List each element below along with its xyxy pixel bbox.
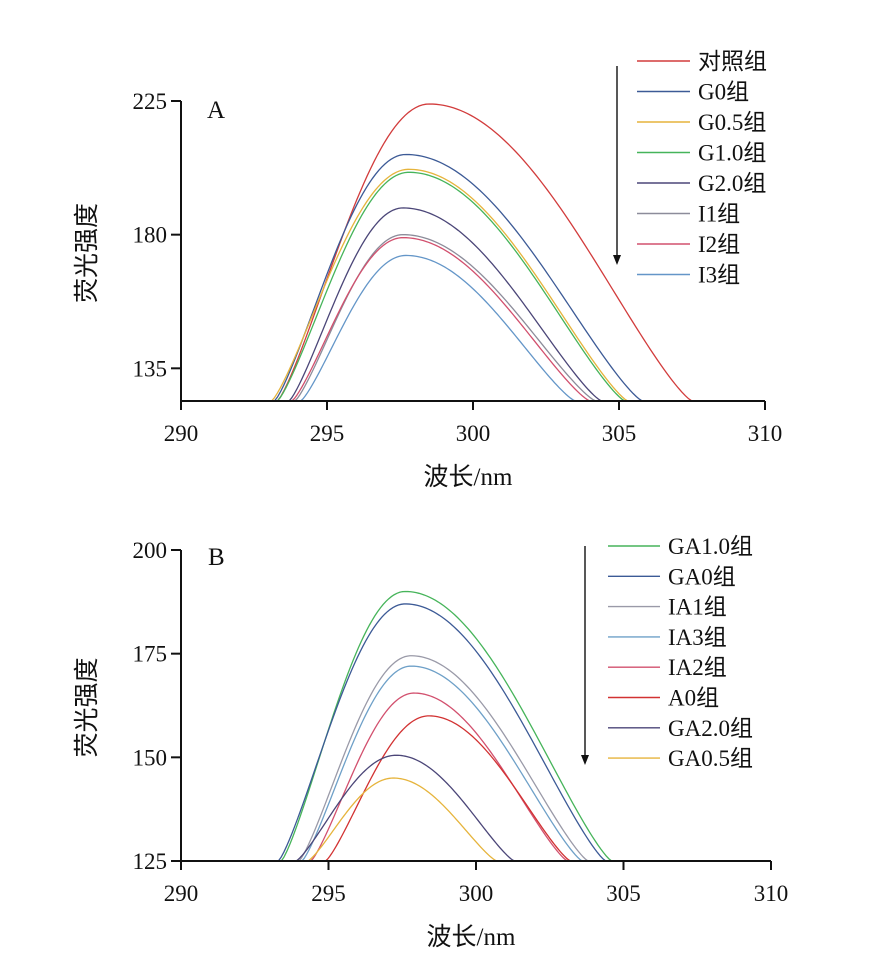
y-tick-label: 225: [133, 89, 168, 114]
legend: GA1.0组 GA0组 IA1组 IA3组 IA2组 A0组 GA2.0组 GA0.5组: [581, 534, 753, 771]
legend-label: GA0.5组: [668, 746, 753, 771]
legend-label: G2.0组: [698, 171, 766, 196]
x-axis-title: 波长/nm: [427, 923, 516, 951]
x-tick-label: 305: [602, 421, 637, 446]
x-tick-label: 310: [754, 881, 789, 906]
series-line-8: [300, 254, 576, 401]
curves: [271, 103, 693, 401]
legend-label: G1.0组: [698, 141, 766, 166]
series-line-4: [301, 665, 583, 861]
panel-label: A: [207, 97, 225, 124]
legend-label: I3组: [698, 263, 740, 288]
x-tick-label: 300: [459, 881, 494, 906]
panel-label: B: [208, 544, 225, 571]
curves: [277, 590, 613, 861]
series-line-7: [295, 754, 515, 861]
series-line-3: [271, 168, 629, 401]
x-tick-label: 290: [164, 881, 199, 906]
series-line-2: [277, 603, 607, 861]
series-line-5: [310, 692, 568, 861]
y-tick-label: 175: [133, 642, 168, 667]
legend-label: IA3组: [668, 625, 727, 650]
legend-label: 对照组: [698, 49, 767, 74]
y-tick-label: 125: [133, 849, 168, 874]
y-axis-title: 荧光强度: [73, 203, 101, 303]
x-axis-title: 波长/nm: [424, 463, 513, 491]
legend: 对照组 G0组 G0.5组 G1.0组 G2.0组 I1组 I2组 I3组: [613, 49, 767, 288]
y-tick-label: 180: [133, 223, 168, 248]
legend-label: IA2组: [668, 655, 727, 680]
series-line-8: [307, 777, 497, 861]
legend-label: I1组: [698, 202, 740, 227]
series-line-7: [291, 236, 591, 401]
y-axis-title: 荧光强度: [73, 657, 101, 757]
legend-arrow-head: [581, 755, 589, 765]
panel-A: 290 295 300 305 310 135 180 225 波长/nm 荧光强度 A 对照组 G0组…: [73, 49, 782, 491]
legend-label: G0组: [698, 80, 749, 105]
legend-label: GA0组: [668, 564, 736, 589]
panel-B: 290 295 300 305 310 125 150 175 200 波长/nm 荧光强度 B GA1…: [73, 534, 788, 951]
legend-label: I2组: [698, 232, 740, 257]
series-line-2: [273, 153, 643, 401]
x-tick-label: 290: [164, 421, 199, 446]
y-tick-label: 150: [133, 745, 168, 770]
legend-label: GA1.0组: [668, 534, 753, 559]
series-line-3: [298, 655, 589, 861]
series-line-5: [288, 207, 602, 401]
series-line-4: [276, 171, 626, 401]
legend-label: IA1组: [668, 595, 727, 620]
legend-label: GA2.0组: [668, 716, 753, 741]
series-line-1: [280, 590, 613, 861]
x-tick-label: 310: [748, 421, 783, 446]
x-tick-label: 295: [310, 421, 345, 446]
legend-arrow-head: [613, 255, 621, 265]
legend-label: G0.5组: [698, 110, 766, 135]
legend-label: A0组: [668, 686, 719, 711]
y-tick-label: 200: [133, 538, 168, 563]
x-tick-label: 300: [456, 421, 491, 446]
x-tick-label: 305: [606, 881, 641, 906]
series-line-6: [325, 715, 571, 861]
x-tick-label: 295: [311, 881, 346, 906]
y-tick-label: 135: [133, 356, 168, 381]
